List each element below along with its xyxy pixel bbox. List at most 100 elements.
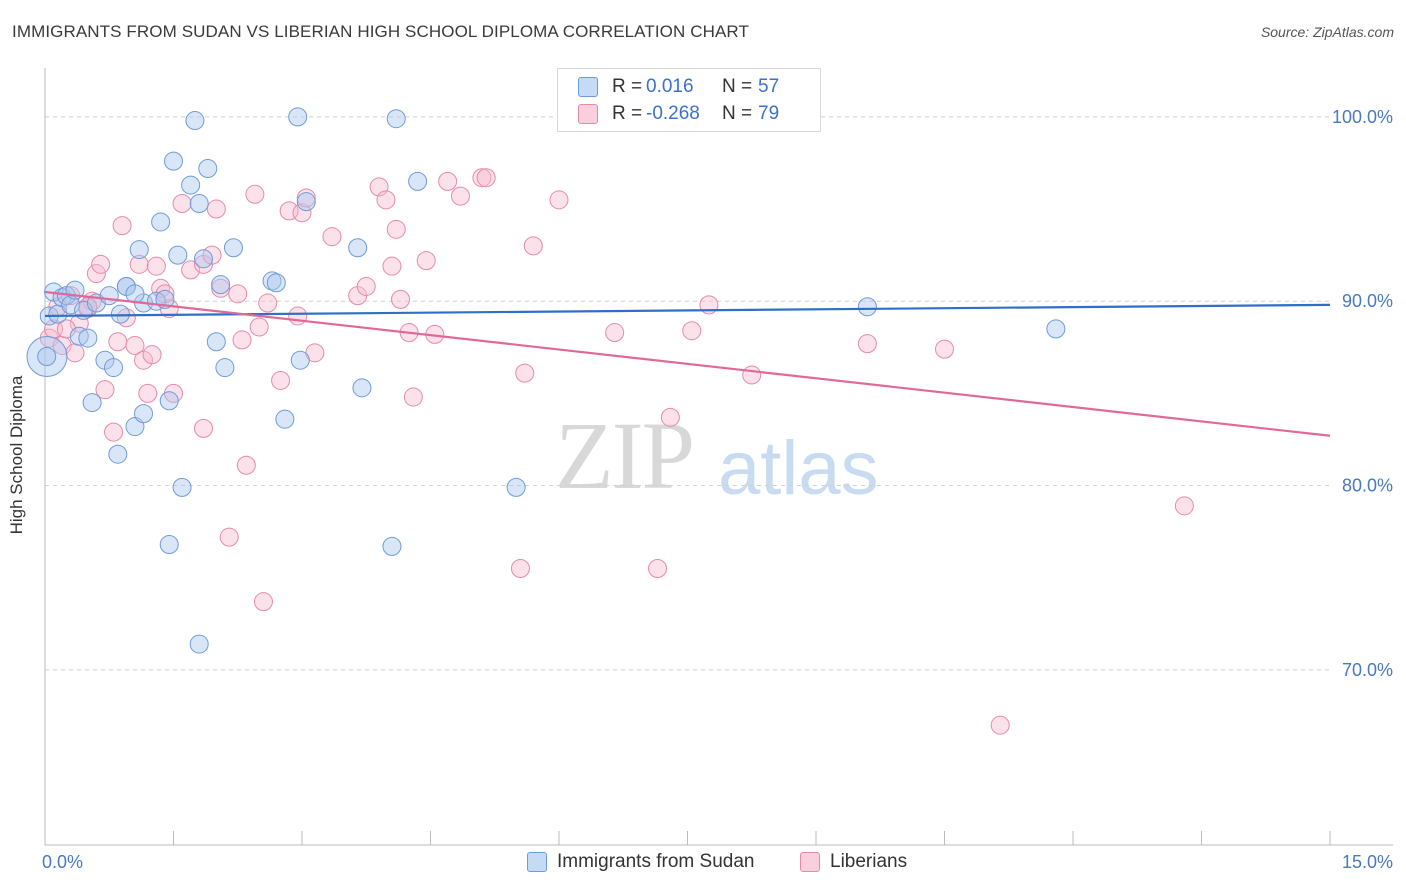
- liberian-point: [142, 345, 162, 365]
- liberian-point: [116, 308, 136, 328]
- sudan-point: [82, 393, 102, 413]
- sudan-trend-line: [44, 303, 1331, 318]
- liberian-point: [253, 592, 273, 612]
- sudan-point: [151, 212, 171, 232]
- sudan-swatch: [527, 852, 547, 872]
- sudan-point: [290, 350, 310, 370]
- sudan-point: [386, 109, 406, 129]
- liberian-point: [523, 236, 543, 256]
- liberian-point: [125, 335, 145, 355]
- legend-label-sudan: Immigrants from Sudan: [557, 851, 755, 872]
- sudan-point: [99, 286, 119, 306]
- sudan-point: [37, 347, 57, 367]
- liberian-point: [990, 715, 1010, 735]
- sudan-point: [348, 238, 368, 258]
- liberian-point: [472, 168, 492, 188]
- legend-item-liberian[interactable]: Liberians: [800, 851, 907, 873]
- liberian-point: [219, 527, 239, 547]
- watermark-zip: ZIP: [555, 402, 695, 509]
- liberian-trend-line: [44, 290, 1331, 437]
- legend-label-liberian: Liberians: [830, 851, 908, 872]
- sudan-point: [129, 240, 149, 260]
- liberian-point: [193, 418, 213, 438]
- liberian-point: [292, 203, 312, 223]
- y-tick-label: 70.0%: [1342, 660, 1393, 680]
- liberian-point: [935, 339, 954, 359]
- sudan-point: [78, 328, 98, 348]
- liberian-point: [112, 216, 132, 236]
- sudan-point: [159, 391, 179, 411]
- sudan-point: [134, 404, 154, 424]
- liberian-points: [39, 168, 1194, 735]
- liberian-point: [1174, 496, 1194, 516]
- liberian-point: [95, 380, 115, 400]
- liberian-point: [648, 558, 668, 578]
- liberian-point: [682, 321, 702, 341]
- liberian-swatch: [800, 852, 820, 872]
- r-value: 0.016: [646, 76, 694, 97]
- n-value: 57: [758, 76, 780, 97]
- sudan-point: [110, 304, 130, 324]
- liberian-point: [322, 227, 342, 247]
- liberian-point: [245, 184, 265, 204]
- liberian-point: [91, 254, 111, 274]
- stats-legend: R = 0.016 N = 57 R = -0.268 N = 79: [557, 68, 821, 132]
- n-label: N =: [722, 103, 753, 124]
- sudan-point: [506, 477, 526, 497]
- sudan-point-large: [26, 336, 68, 378]
- liberian-point: [386, 219, 406, 239]
- y-tick-label: 100.0%: [1332, 107, 1393, 127]
- liberian-point: [206, 199, 226, 219]
- liberian-point: [391, 289, 411, 309]
- liberian-point: [236, 455, 256, 475]
- liberian-point: [356, 276, 376, 296]
- liberian-point: [416, 251, 436, 271]
- sudan-point: [168, 245, 188, 265]
- sudan-point: [215, 358, 235, 378]
- x-tick-label-min: 0.0%: [42, 852, 83, 872]
- liberian-point: [232, 330, 252, 350]
- liberian-point: [146, 256, 166, 276]
- sudan-point: [198, 158, 218, 178]
- liberian-point: [476, 168, 496, 188]
- legend-row-liberian: R = -0.268 N = 79: [578, 102, 779, 126]
- liberian-point: [742, 365, 762, 385]
- liberian-point: [376, 190, 396, 210]
- sudan-point: [408, 171, 428, 191]
- liberian-point: [258, 293, 278, 313]
- sudan-point: [193, 249, 213, 269]
- liberian-point: [104, 422, 124, 442]
- sudan-point: [125, 284, 145, 304]
- sudan-point: [275, 409, 295, 429]
- liberian-point: [129, 254, 149, 274]
- legend-item-sudan[interactable]: Immigrants from Sudan: [527, 851, 754, 873]
- liberian-point: [382, 256, 402, 276]
- liberian-point: [172, 194, 192, 214]
- n-label: N =: [722, 76, 753, 97]
- liberian-point: [288, 306, 308, 326]
- sudan-point: [857, 297, 877, 317]
- liberian-point: [549, 190, 569, 210]
- sudan-point: [266, 273, 286, 293]
- axes: [44, 68, 1393, 846]
- sudan-point: [352, 378, 372, 398]
- legend-row-sudan: R = 0.016 N = 57: [578, 75, 779, 99]
- series-legend: Immigrants from Sudan Liberians: [0, 851, 1406, 879]
- liberian-point: [515, 363, 535, 383]
- sudan-point: [223, 238, 243, 258]
- sudan-point: [296, 192, 316, 212]
- watermark-atlas: atlas: [718, 426, 879, 511]
- y-tick-label: 80.0%: [1342, 476, 1393, 496]
- tick-labels: 70.0% 80.0% 90.0% 100.0% 0.0% 15.0%: [42, 107, 1393, 872]
- liberian-point: [438, 171, 458, 191]
- sudan-point: [189, 194, 209, 214]
- liberian-point: [108, 332, 128, 352]
- r-label: R =: [612, 103, 643, 124]
- sudan-point: [211, 275, 231, 295]
- liberian-point: [138, 383, 158, 403]
- x-tick-label-max: 15.0%: [1342, 852, 1393, 872]
- liberian-point: [271, 370, 291, 390]
- sudan-point: [108, 444, 128, 464]
- liberian-swatch: [578, 104, 598, 124]
- liberian-point: [86, 264, 106, 284]
